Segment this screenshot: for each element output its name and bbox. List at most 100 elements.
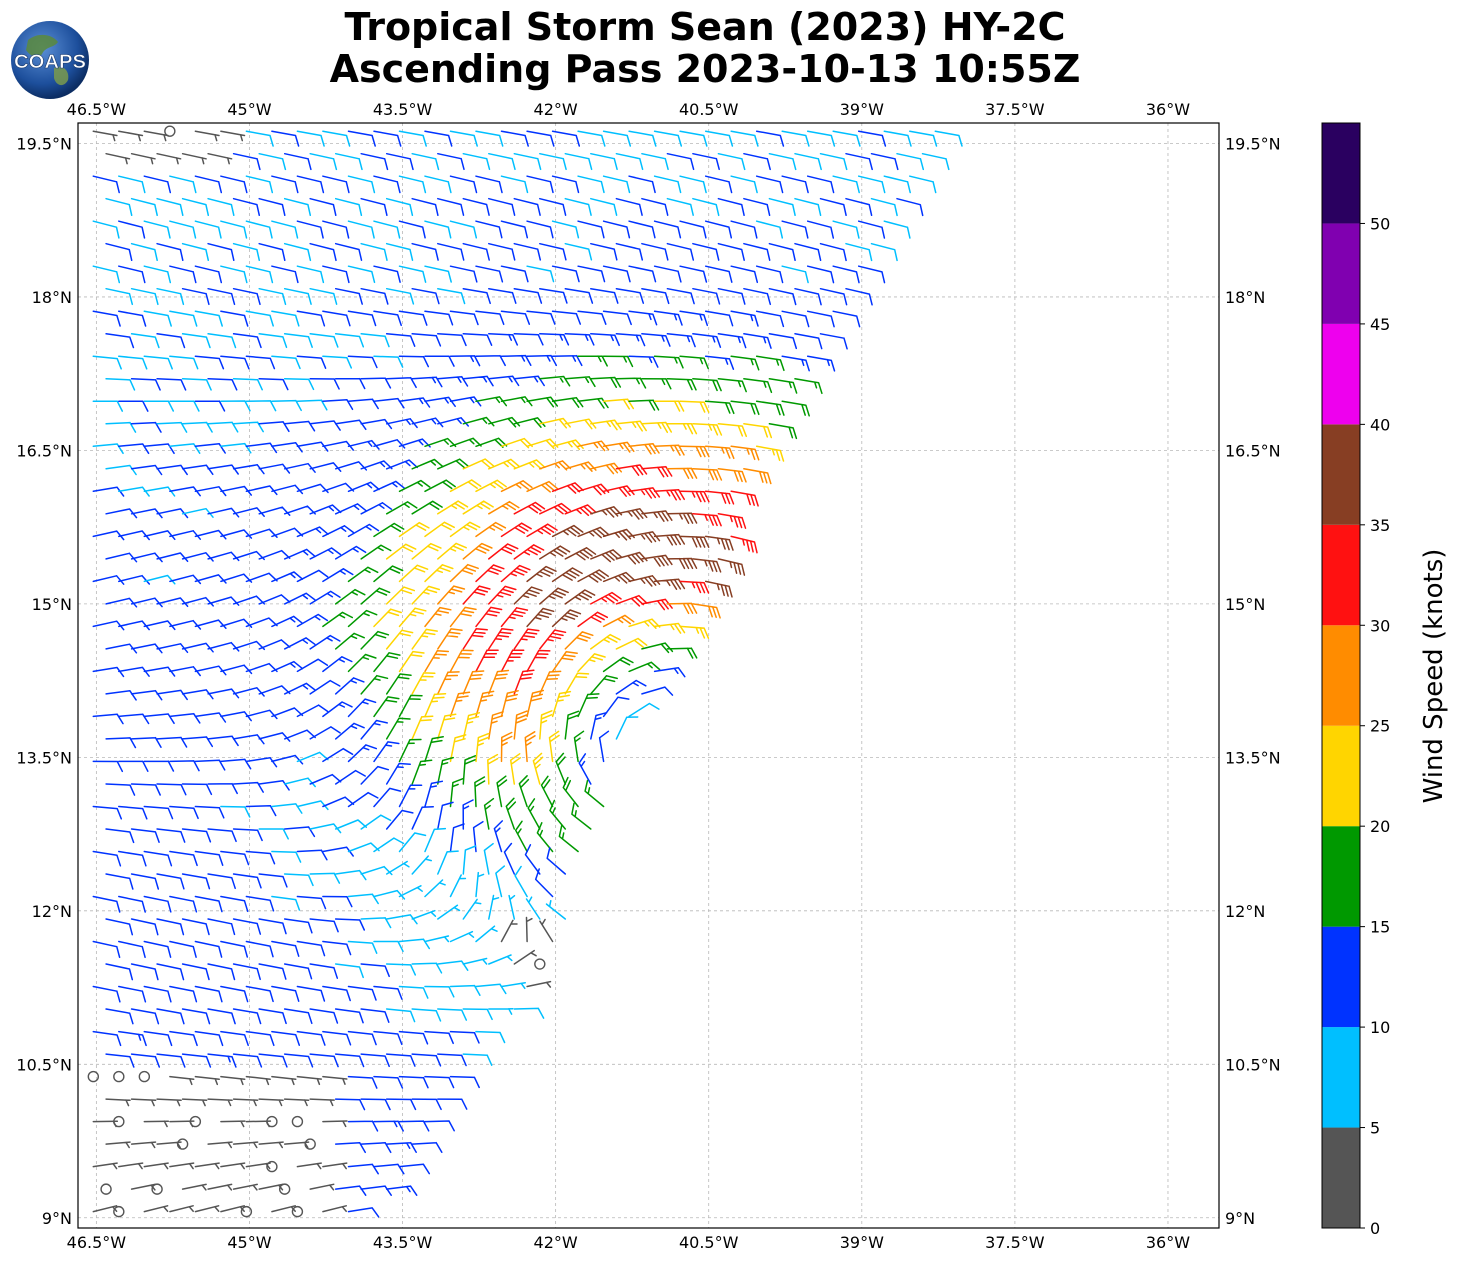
wind-barb <box>92 940 121 959</box>
lon-tick-label-bottom: 40.5°W <box>679 1233 739 1252</box>
lat-tick-label-left: 12°N <box>32 902 72 921</box>
lat-tick-label-left: 15°N <box>32 595 72 614</box>
wind-barb <box>245 572 278 583</box>
wind-barb <box>666 242 695 261</box>
wind-barb <box>564 242 593 261</box>
wind-barb <box>220 895 249 913</box>
wind-barb <box>602 175 631 194</box>
wind-barb <box>271 1205 296 1213</box>
wind-barb <box>539 502 571 515</box>
wind-barb <box>424 606 452 628</box>
wind-barb <box>169 400 200 412</box>
wind-barb <box>704 130 734 147</box>
wind-barb <box>513 501 546 515</box>
wind-barb <box>551 482 584 494</box>
wind-barb <box>590 333 620 347</box>
wind-barb <box>564 197 592 216</box>
wind-barb <box>258 1008 287 1025</box>
wind-barb <box>169 574 202 585</box>
lat-tick-label-right: 13.5°N <box>1225 748 1281 767</box>
wind-barb <box>679 445 710 458</box>
wind-barb <box>385 629 414 650</box>
wind-barb <box>258 639 291 650</box>
wind-barb <box>411 458 444 470</box>
wind-barb <box>666 467 698 479</box>
wind-barb <box>562 776 579 808</box>
wind-barb <box>373 889 406 900</box>
wind-barb <box>819 242 847 262</box>
wind-barb <box>768 242 796 262</box>
wind-barb <box>360 460 393 470</box>
wind-barb <box>398 397 431 408</box>
wind-barb <box>169 355 199 370</box>
wind-barb <box>181 1098 208 1107</box>
wind-barb <box>181 378 212 391</box>
wind-barb <box>628 661 661 673</box>
wind-barb <box>156 242 184 262</box>
calm-marker <box>189 1115 202 1128</box>
wind-barb <box>296 704 329 718</box>
wind-barb <box>509 753 522 785</box>
wind-barb <box>232 197 261 217</box>
wind-barb <box>653 355 684 369</box>
wind-barb <box>437 458 469 470</box>
wind-barb <box>424 265 452 283</box>
wind-barb <box>347 130 376 147</box>
wind-barb <box>92 310 121 327</box>
wind-barb <box>92 355 122 370</box>
wind-barb <box>500 310 531 325</box>
wind-barb <box>373 940 404 953</box>
wind-barb <box>539 545 571 560</box>
wind-barb <box>360 814 392 830</box>
wind-barb <box>679 580 710 594</box>
wind-barb <box>385 376 417 389</box>
wind-barb <box>411 242 439 261</box>
wind-barb <box>449 930 475 943</box>
wind-barb <box>156 828 186 843</box>
colorbar-bin <box>1322 123 1360 224</box>
wind-barb <box>334 677 365 695</box>
wind-barb <box>551 265 580 283</box>
wind-barb <box>564 710 580 740</box>
wind-barb <box>513 333 544 346</box>
lon-tick-label-top: 43.5°W <box>373 100 433 119</box>
wind-barb <box>500 354 532 366</box>
colorbar: 0 5 10 15 20 25 30 35 40 45 50 <box>1321 122 1390 1238</box>
wind-barb <box>551 130 581 147</box>
wind-barb <box>539 375 571 387</box>
wind-barb <box>819 197 847 217</box>
wind-barb <box>500 564 531 583</box>
wind-barb <box>271 850 302 863</box>
wind-barb <box>283 963 313 980</box>
wind-barb <box>283 826 316 838</box>
wind-barb <box>500 690 519 718</box>
wind-barb <box>258 828 289 840</box>
wind-barb <box>105 1053 135 1068</box>
wind-barb <box>437 628 463 650</box>
wind-barb <box>653 667 686 678</box>
wind-barb <box>539 417 571 429</box>
colorbar-bin <box>1322 424 1360 525</box>
wind-barb <box>309 1183 335 1191</box>
wind-barb <box>143 1162 169 1170</box>
wind-barb <box>385 197 414 217</box>
wind-barb <box>437 904 461 920</box>
wind-barb <box>360 1185 392 1196</box>
wind-barb <box>296 265 325 284</box>
wind-barb <box>717 423 748 438</box>
wind-barb <box>883 175 911 194</box>
wind-barb <box>296 1162 322 1170</box>
wind-barb <box>130 242 158 262</box>
wind-barb <box>118 760 149 772</box>
wind-barb <box>564 333 595 346</box>
wind-barb <box>271 615 304 628</box>
wind-barb <box>615 716 639 740</box>
wind-barb <box>232 333 262 349</box>
wind-barb <box>207 735 239 747</box>
wind-barb <box>730 130 759 147</box>
wind-barb <box>524 844 541 875</box>
wind-barb <box>309 504 342 515</box>
lat-tick-label-left: 16.5°N <box>16 441 72 460</box>
wind-barb <box>296 1030 326 1046</box>
wind-barb <box>653 400 685 412</box>
